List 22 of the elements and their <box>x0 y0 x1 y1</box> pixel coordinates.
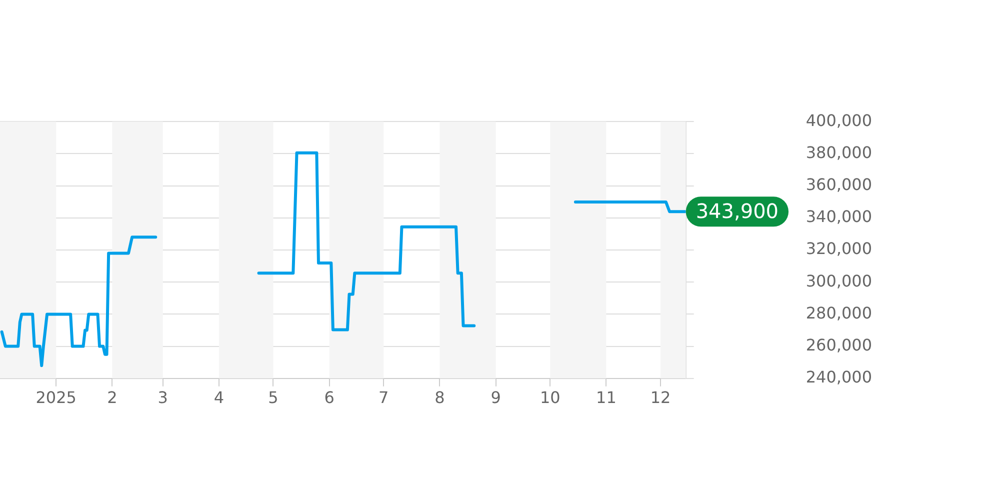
y-tick-label: 360,000 <box>806 174 872 194</box>
y-tick-label: 260,000 <box>806 335 872 354</box>
y-tick-label: 300,000 <box>806 271 872 290</box>
y-tick-label: 340,000 <box>806 207 872 226</box>
y-tick-label: 380,000 <box>806 142 872 162</box>
x-tick-label: 2 <box>107 388 118 408</box>
x-tick-label: 2025 <box>36 388 76 408</box>
x-tick-label: 10 <box>540 388 560 408</box>
x-tick-label: 5 <box>268 388 278 408</box>
y-tick-label: 240,000 <box>806 368 872 387</box>
x-tick-label: 7 <box>378 388 389 408</box>
x-tick-label: 12 <box>650 388 671 408</box>
annotation: 343,900 <box>696 198 779 223</box>
y-tick-label: 400,000 <box>806 110 872 130</box>
x-tick-label: 3 <box>158 388 168 408</box>
x-tick-label: 6 <box>324 388 334 408</box>
x-tick-label: 11 <box>596 388 616 408</box>
y-tick-label: 280,000 <box>806 303 872 322</box>
x-tick-label: 9 <box>490 388 501 408</box>
x-tick-label: 4 <box>214 388 224 408</box>
x-tick-label: 8 <box>434 388 445 408</box>
y-tick-label: 320,000 <box>806 239 872 258</box>
